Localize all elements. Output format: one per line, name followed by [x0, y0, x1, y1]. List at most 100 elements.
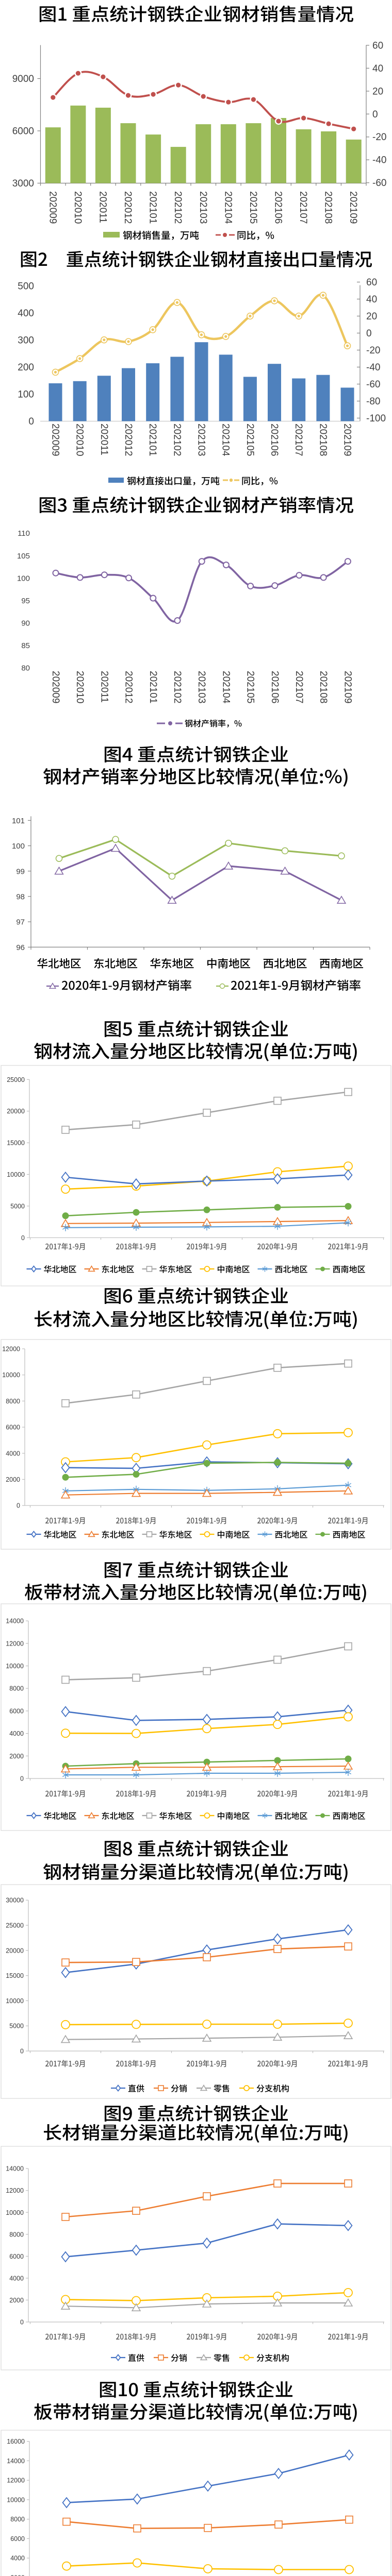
svg-text:202010: 202010	[74, 423, 85, 456]
svg-text:202107: 202107	[293, 423, 304, 456]
svg-text:12000: 12000	[6, 2187, 24, 2194]
svg-text:400: 400	[18, 308, 34, 319]
svg-text:10000: 10000	[7, 2496, 25, 2503]
svg-text:5000: 5000	[9, 2023, 24, 2030]
svg-text:202101: 202101	[148, 191, 158, 224]
svg-text:105: 105	[17, 552, 30, 561]
svg-text:202104: 202104	[220, 423, 231, 456]
svg-text:10000: 10000	[6, 1997, 24, 2005]
svg-text:200: 200	[18, 362, 34, 373]
svg-text:202108: 202108	[317, 423, 328, 456]
svg-text:12000: 12000	[7, 2477, 25, 2484]
svg-text:202105: 202105	[244, 423, 255, 456]
svg-text:2000: 2000	[9, 1753, 24, 1760]
svg-text:0: 0	[28, 416, 34, 427]
svg-text:202105: 202105	[248, 191, 258, 224]
svg-text:95: 95	[21, 597, 30, 605]
svg-text:20: 20	[366, 311, 377, 322]
svg-text:202105: 202105	[245, 671, 256, 703]
svg-text:100: 100	[17, 574, 30, 583]
svg-text:-20: -20	[372, 132, 386, 143]
svg-text:0: 0	[366, 328, 372, 339]
svg-text:202106: 202106	[269, 671, 280, 703]
svg-text:10000: 10000	[7, 1171, 25, 1178]
svg-text:202101: 202101	[147, 423, 158, 456]
svg-text:40: 40	[366, 294, 377, 305]
svg-text:20000: 20000	[6, 1947, 24, 1954]
svg-text:6000: 6000	[9, 2253, 24, 2260]
svg-text:60: 60	[366, 277, 377, 288]
svg-text:5000: 5000	[10, 1202, 25, 1210]
svg-text:202108: 202108	[323, 191, 334, 224]
svg-text:25000: 25000	[7, 1076, 25, 1083]
svg-text:-40: -40	[366, 362, 380, 373]
svg-text:0: 0	[372, 109, 378, 120]
svg-text:202102: 202102	[171, 423, 182, 456]
svg-text:202012: 202012	[123, 671, 134, 703]
svg-text:2000: 2000	[9, 2297, 24, 2304]
svg-text:202107: 202107	[298, 191, 308, 224]
svg-text:99: 99	[16, 867, 25, 876]
svg-text:60: 60	[372, 40, 383, 51]
svg-text:10000: 10000	[6, 2209, 24, 2216]
svg-text:100: 100	[18, 389, 34, 400]
svg-text:-60: -60	[366, 379, 380, 390]
svg-text:202106: 202106	[273, 191, 284, 224]
svg-text:15000: 15000	[6, 1972, 24, 1979]
svg-text:2000: 2000	[10, 2574, 25, 2576]
svg-text:98: 98	[16, 893, 25, 902]
svg-text:202009: 202009	[50, 671, 61, 703]
svg-text:202010: 202010	[72, 191, 83, 224]
svg-text:2000: 2000	[6, 1476, 20, 1483]
svg-text:202108: 202108	[318, 671, 329, 703]
svg-text:6000: 6000	[9, 1707, 24, 1715]
svg-text:8000: 8000	[9, 2231, 24, 2238]
svg-text:202107: 202107	[293, 671, 304, 703]
svg-text:6000: 6000	[12, 126, 34, 137]
svg-text:96: 96	[16, 943, 25, 952]
svg-text:20000: 20000	[7, 1108, 25, 1115]
svg-text:14000: 14000	[6, 1618, 24, 1625]
svg-text:202101: 202101	[148, 671, 158, 703]
svg-text:97: 97	[16, 918, 25, 927]
svg-text:6000: 6000	[6, 1424, 20, 1431]
svg-text:4000: 4000	[6, 1450, 20, 1457]
svg-text:0: 0	[17, 1502, 20, 1510]
svg-text:-100: -100	[366, 413, 386, 424]
svg-text:-80: -80	[366, 396, 380, 407]
svg-text:14000: 14000	[7, 2458, 25, 2465]
svg-text:202104: 202104	[222, 191, 233, 224]
svg-text:0: 0	[20, 1775, 24, 1783]
svg-text:8000: 8000	[10, 2516, 25, 2523]
svg-text:15000: 15000	[7, 1140, 25, 1147]
svg-text:202104: 202104	[220, 671, 231, 704]
svg-text:0: 0	[21, 1234, 25, 1242]
svg-text:90: 90	[21, 619, 30, 628]
svg-text:14000: 14000	[6, 2165, 24, 2173]
svg-text:6000: 6000	[10, 2535, 25, 2543]
svg-text:202103: 202103	[196, 671, 207, 703]
svg-text:85: 85	[21, 641, 30, 650]
svg-text:110: 110	[18, 529, 30, 538]
svg-text:30000: 30000	[6, 1897, 24, 1904]
svg-text:8000: 8000	[6, 1398, 20, 1405]
svg-text:202103: 202103	[198, 191, 208, 224]
svg-text:3000: 3000	[12, 178, 34, 189]
svg-text:100: 100	[12, 842, 25, 851]
svg-text:80: 80	[21, 664, 30, 673]
svg-text:202011: 202011	[97, 191, 108, 223]
svg-text:-60: -60	[372, 178, 386, 189]
svg-text:0: 0	[20, 2048, 24, 2055]
svg-text:202009: 202009	[50, 423, 61, 456]
svg-text:-40: -40	[372, 155, 386, 166]
svg-text:202009: 202009	[47, 191, 58, 224]
svg-text:0: 0	[20, 2319, 24, 2326]
svg-text:4000: 4000	[10, 2555, 25, 2562]
svg-text:202109: 202109	[342, 671, 353, 703]
svg-text:202102: 202102	[172, 671, 183, 703]
svg-text:12000: 12000	[6, 1640, 24, 1647]
svg-text:202106: 202106	[269, 423, 280, 456]
svg-text:202012: 202012	[122, 191, 133, 224]
svg-text:202012: 202012	[123, 423, 134, 456]
svg-text:202010: 202010	[74, 671, 85, 703]
